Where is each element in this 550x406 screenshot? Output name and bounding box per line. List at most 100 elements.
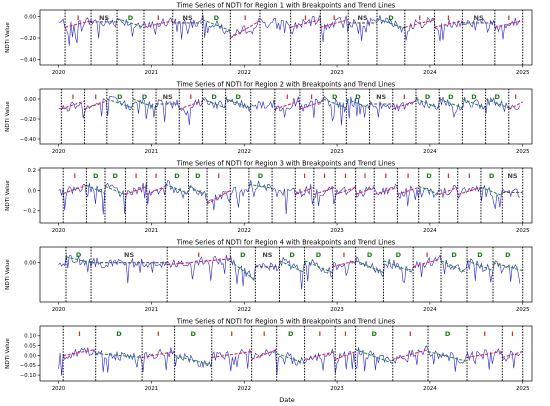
trend-line-increase <box>374 186 398 196</box>
y-axis-label: NDTI Value <box>5 180 11 211</box>
trend-line-decrease <box>480 186 503 197</box>
trend-line-decrease <box>418 185 440 195</box>
panel-title: Time Series of NDTI for Region 2 with Br… <box>176 81 396 89</box>
chart-panel-2: Time Series of NDTI for Region 2 with Br… <box>5 81 533 155</box>
trend-line-increase <box>295 186 315 195</box>
trend-label-ns: NS <box>183 14 193 22</box>
trend-label-decrease: D <box>445 330 451 338</box>
trend-line-increase <box>466 350 503 358</box>
trend-line-increase <box>332 260 356 268</box>
trend-label-decrease: D <box>190 330 196 338</box>
trend-label-decrease: D <box>448 93 454 101</box>
panel-frame <box>39 246 533 303</box>
trend-line-increase <box>143 20 173 28</box>
y-tick-label: −0.10 <box>20 373 37 379</box>
trend-line-decrease <box>276 352 305 364</box>
x-tick-label: 2021 <box>145 70 158 76</box>
trend-label-increase: I <box>447 14 449 22</box>
trend-line-increase <box>355 186 375 195</box>
trend-line-increase <box>299 100 324 110</box>
trend-line-decrease <box>415 98 440 109</box>
ndti-series-line <box>58 95 521 126</box>
ndti-series-line <box>58 254 521 290</box>
trend-label-ns: NS <box>262 251 272 259</box>
trend-label-increase: I <box>409 330 411 338</box>
trend-label-decrease: D <box>112 172 118 180</box>
x-tick-label: 2025 <box>516 307 529 313</box>
trend-line-increase <box>63 349 96 357</box>
trend-line-increase <box>438 186 458 195</box>
trend-line-decrease <box>355 260 384 274</box>
trend-line-decrease <box>462 98 486 109</box>
trend-label-increase: I <box>323 172 325 180</box>
trend-line-increase <box>179 100 203 110</box>
trend-label-increase: I <box>418 14 420 22</box>
trend-label-ns: NS <box>99 14 109 22</box>
trend-line-decrease <box>202 19 231 32</box>
trend-line-increase <box>392 349 429 360</box>
trend-line-increase <box>508 101 523 110</box>
y-tick-label: 0.00 <box>24 353 36 359</box>
trend-label-increase: I <box>78 330 80 338</box>
trend-line-decrease <box>104 185 126 195</box>
x-tick-label: 2024 <box>423 386 437 392</box>
panel-frame <box>39 167 533 224</box>
trend-line-increase <box>392 100 417 110</box>
trend-label-ns: NS <box>163 93 173 101</box>
y-tick-label: 0.05 <box>24 344 36 350</box>
trend-label-decrease: D <box>316 251 322 259</box>
panel-frame <box>39 325 533 382</box>
trend-line-increase <box>206 189 231 205</box>
chart-panel-5: Time Series of NDTI for Region 5 with Br… <box>5 318 533 392</box>
trend-label-increase: I <box>343 251 345 259</box>
trend-label-decrease: D <box>505 251 511 259</box>
trend-label-increase: I <box>508 14 510 22</box>
trend-label-increase: I <box>447 172 449 180</box>
panel-frame <box>39 88 533 145</box>
trend-label-increase: I <box>135 172 137 180</box>
trend-label-decrease: D <box>211 93 217 101</box>
panel-title: Time Series of NDTI for Region 4 with Br… <box>176 239 396 247</box>
trend-line-increase <box>457 186 482 196</box>
trend-label-decrease: D <box>332 93 338 101</box>
trend-label-decrease: D <box>288 330 294 338</box>
figure-x-axis-label: Date <box>279 396 295 404</box>
trend-line-increase <box>313 186 336 196</box>
y-tick-label: −0.40 <box>20 137 37 143</box>
trend-label-increase: I <box>286 93 288 101</box>
panel-title: Time Series of NDTI for Region 5 with Br… <box>176 318 396 326</box>
chart-panel-3: Time Series of NDTI for Region 3 with Br… <box>5 160 533 234</box>
trend-label-increase: I <box>263 330 265 338</box>
x-tick-label: 2022 <box>237 386 250 392</box>
y-tick-label: −0.20 <box>20 117 37 123</box>
trend-label-increase: I <box>407 172 409 180</box>
trend-line-decrease <box>174 354 212 366</box>
chart-panel-1: Time Series of NDTI for Region 1 with Br… <box>5 2 533 76</box>
y-axis-label: NDTI Value <box>5 259 11 290</box>
trend-line-increase <box>142 350 175 358</box>
trend-label-decrease: D <box>489 172 495 180</box>
trend-label-ns: NS <box>376 93 386 101</box>
trend-label-increase: I <box>72 93 74 101</box>
trend-label-decrease: D <box>396 251 402 259</box>
trend-label-ns: NS <box>474 14 484 22</box>
trend-line-increase <box>502 351 523 358</box>
trend-line-increase <box>274 100 301 110</box>
trend-label-decrease: D <box>477 251 483 259</box>
y-tick-label: −0.40 <box>20 58 37 64</box>
x-tick-label: 2025 <box>516 386 529 392</box>
trend-line-decrease <box>485 98 509 109</box>
trend-label-increase: I <box>244 14 246 22</box>
x-tick-label: 2024 <box>423 70 437 76</box>
trend-line-decrease <box>86 184 106 194</box>
trend-line-increase <box>335 351 356 360</box>
trend-label-ns: NS <box>358 14 368 22</box>
x-tick-label: 2022 <box>237 228 250 234</box>
x-tick-label: 2021 <box>145 149 158 155</box>
y-tick-label: 0.10 <box>24 334 36 340</box>
trend-label-increase: I <box>515 93 517 101</box>
trend-label-decrease: D <box>142 93 148 101</box>
trend-label-decrease: D <box>367 251 373 259</box>
x-tick-label: 2020 <box>52 307 66 313</box>
trend-line-decrease <box>202 98 226 109</box>
